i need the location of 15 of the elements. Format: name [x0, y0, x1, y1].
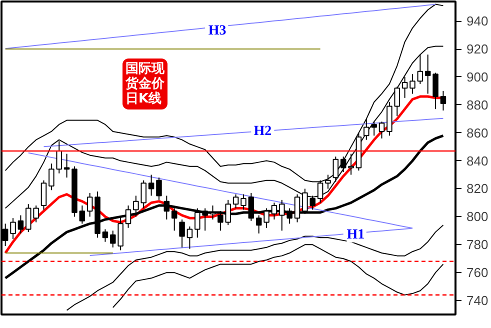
text: 国际现货金价日K线: [124, 62, 166, 106]
annotation: H1: [346, 227, 365, 242]
y-tick-label: 860: [466, 125, 488, 140]
y-tick-label: 920: [466, 42, 488, 57]
y-tick-label: 940: [466, 14, 488, 29]
y-tick-label: 740: [466, 293, 488, 308]
y-tick-label: 800: [466, 209, 488, 224]
annotation: H3: [208, 23, 226, 38]
y-tick-label: 760: [466, 265, 488, 280]
y-tick-label: 840: [466, 153, 488, 168]
y-tick-label: 780: [466, 237, 488, 252]
y-tick-label: 820: [466, 181, 488, 196]
y-tick-label: 900: [466, 69, 488, 84]
annotation: H2: [254, 124, 272, 139]
y-tick-label: 880: [466, 97, 488, 112]
